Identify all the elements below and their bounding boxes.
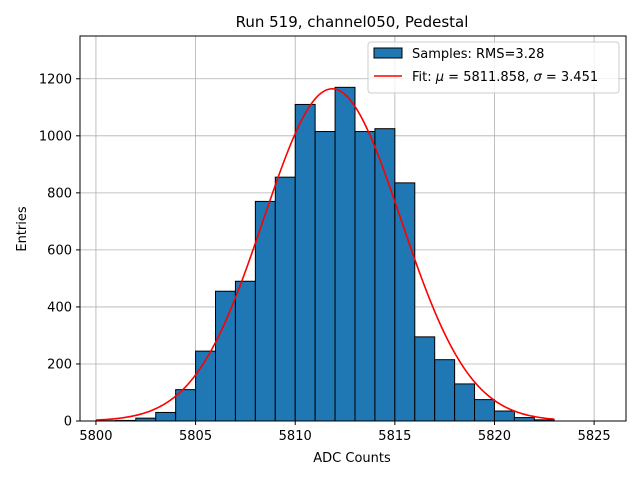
histogram-bar (513, 417, 535, 422)
histogram-bar (454, 383, 476, 422)
y-tick-label: 0 (64, 415, 72, 430)
histogram-bar (474, 399, 495, 422)
histogram-bars (95, 86, 555, 422)
chart-title: Run 519, channel050, Pedestal (236, 13, 469, 31)
histogram-bar (215, 290, 236, 422)
histogram-bar (414, 336, 436, 422)
histogram-bar (394, 182, 416, 422)
histogram-bar (274, 176, 296, 422)
legend-fit-mu-value: = 5811.858, (444, 70, 533, 85)
legend-fit-label: Fit: μ = 5811.858, σ = 3.451 (412, 70, 598, 85)
y-tick-label: 400 (47, 300, 72, 315)
legend-fit-mu-symbol: μ (435, 70, 444, 85)
y-tick-label: 200 (47, 357, 72, 372)
y-axis-ticks: 0 200 400 600 800 1000 1200 (39, 72, 80, 430)
histogram-bar (354, 131, 376, 422)
histogram-bar (155, 411, 177, 422)
x-tick-label: 5825 (578, 429, 611, 444)
legend-box (367, 41, 620, 94)
legend-fit-prefix: Fit: (412, 70, 436, 85)
legend: Samples: RMS=3.28 Fit: μ = 5811.858, σ =… (367, 41, 620, 94)
histogram-bar (434, 359, 456, 422)
histogram-bar (493, 410, 515, 422)
fit-curve (95, 87, 555, 421)
y-tick-label: 800 (47, 186, 72, 201)
y-tick-label: 1000 (39, 129, 72, 144)
x-tick-label: 5820 (478, 429, 511, 444)
y-axis-label: Entries (15, 206, 30, 252)
histogram-bar (234, 280, 256, 422)
legend-histogram-swatch (373, 47, 403, 59)
x-axis-ticks: 5800 5805 5810 5815 5820 5825 (79, 421, 611, 444)
x-tick-label: 5805 (179, 429, 212, 444)
legend-histogram-label: Samples: RMS=3.28 (412, 47, 544, 62)
x-tick-label: 5815 (378, 429, 411, 444)
x-tick-label: 5800 (79, 429, 112, 444)
histogram-bar (314, 131, 336, 422)
plot-frame (79, 35, 627, 422)
y-tick-label: 1200 (39, 72, 72, 87)
x-axis-label: ADC Counts (313, 451, 391, 466)
legend-fit-sigma-symbol: σ (534, 70, 543, 85)
histogram-bar (334, 86, 356, 422)
histogram-bar (294, 103, 316, 422)
legend-fit-sigma-value: = 3.451 (542, 70, 598, 85)
x-tick-label: 5810 (279, 429, 312, 444)
y-tick-label: 600 (47, 243, 72, 258)
